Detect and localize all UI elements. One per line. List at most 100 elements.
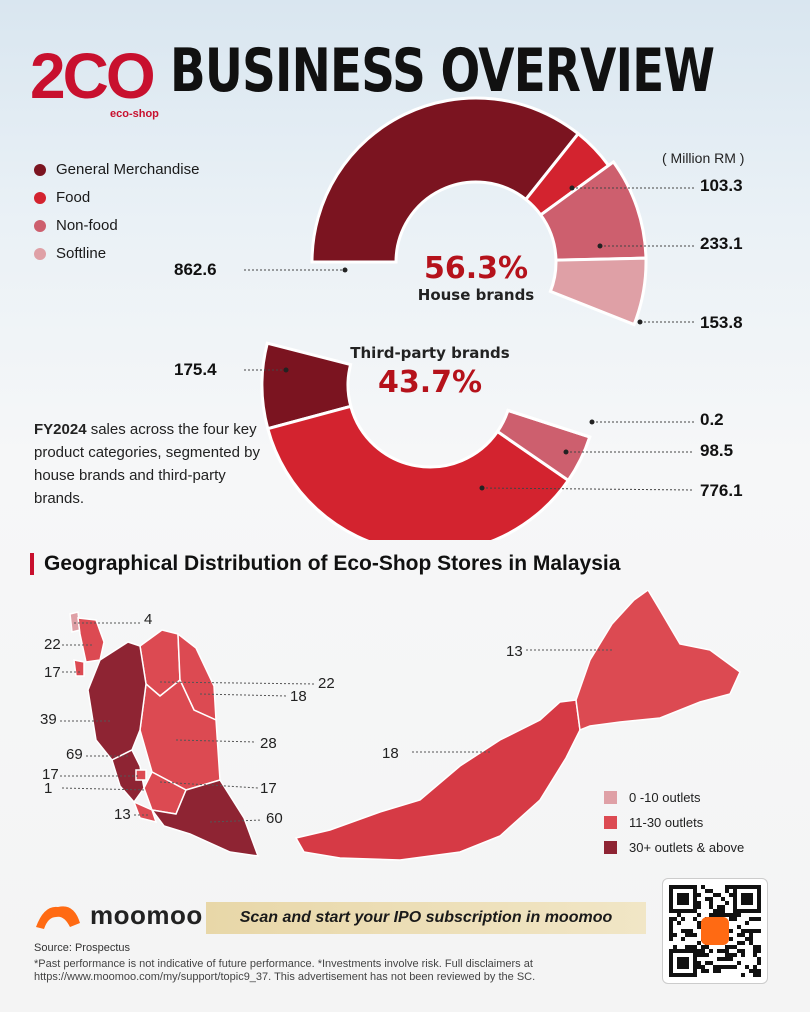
region-pahang: [139, 678, 221, 791]
qr-module: [737, 909, 741, 913]
disclaimer: *Past performance is not indicative of f…: [34, 958, 536, 983]
qr-module: [705, 889, 709, 893]
legend-swatch: [604, 841, 617, 854]
count-sarawak: 18: [382, 745, 399, 762]
slice-third-general-merchandise: [260, 341, 353, 431]
value-house-non-food: 233.1: [700, 234, 743, 253]
qr-module: [713, 909, 717, 913]
qr-module: [681, 949, 685, 953]
qr-module: [681, 961, 685, 965]
qr-module: [749, 929, 753, 933]
qr-module: [749, 885, 753, 889]
qr-module: [725, 945, 729, 949]
count-terengganu: 18: [290, 688, 307, 705]
qr-module: [749, 901, 753, 905]
qr-module: [709, 897, 713, 901]
qr-code[interactable]: [662, 878, 768, 984]
qr-module: [681, 973, 685, 977]
qr-module: [757, 949, 761, 953]
qr-module: [681, 937, 685, 941]
qr-module: [697, 905, 701, 909]
qr-module: [721, 957, 725, 961]
count-selangor: 69: [66, 746, 83, 763]
qr-module: [693, 901, 697, 905]
qr-module: [733, 913, 737, 917]
qr-module: [673, 909, 677, 913]
qr-module: [685, 957, 689, 961]
qr-module: [741, 909, 745, 913]
qr-module: [745, 885, 749, 889]
leader-dot: [479, 485, 485, 491]
third-party-percent: 43.7%: [378, 365, 482, 400]
qr-module: [757, 901, 761, 905]
qr-module: [693, 965, 697, 969]
qr-module: [709, 949, 713, 953]
malaysia-map: [60, 590, 741, 861]
map-legend-low: 0 -10 outlets: [604, 790, 701, 805]
leader-dot: [283, 367, 289, 373]
leader-dot: [637, 319, 643, 325]
qr-module: [741, 933, 745, 937]
qr-module: [693, 897, 697, 901]
qr-module: [733, 905, 737, 909]
house-brands-label: House brands: [418, 286, 535, 304]
qr-module: [685, 949, 689, 953]
qr-module: [669, 909, 673, 913]
qr-module: [685, 945, 689, 949]
legend-label: 11-30 outlets: [629, 815, 704, 830]
qr-module: [737, 885, 741, 889]
slice-house-general-merchandise: [310, 96, 581, 264]
qr-module: [693, 909, 697, 913]
qr-module: [697, 941, 701, 945]
region-sarawak: [294, 699, 581, 861]
qr-module: [749, 969, 753, 973]
region-melaka: [132, 800, 158, 824]
qr-module: [733, 885, 737, 889]
qr-module: [681, 909, 685, 913]
geo-title-text: Geographical Distribution of Eco-Shop St…: [44, 552, 621, 575]
qr-module: [689, 929, 693, 933]
qr-module: [669, 961, 673, 965]
description-text: sales across the four key product catego…: [34, 421, 260, 507]
legend-non-food: Non-food: [34, 217, 118, 234]
legend-label: Softline: [56, 245, 107, 262]
qr-module: [753, 949, 757, 953]
legend-swatch: [604, 816, 617, 829]
ipo-cta-banner[interactable]: Scan and start your IPO subscription in …: [206, 902, 646, 934]
qr-module: [717, 949, 721, 953]
qr-module: [697, 893, 701, 897]
legend-label: 0 -10 outlets: [629, 790, 701, 805]
source-note: Source: Prospectus: [34, 942, 130, 954]
qr-module: [705, 961, 709, 965]
qr-module: [681, 957, 685, 961]
qr-module: [725, 913, 729, 917]
qr-module: [749, 941, 753, 945]
count-putrajaya: 1: [44, 780, 53, 797]
qr-module: [741, 941, 745, 945]
count-penang: 17: [44, 664, 61, 681]
qr-module: [705, 953, 709, 957]
qr-module: [725, 885, 729, 889]
qr-module: [681, 885, 685, 889]
qr-module: [729, 885, 733, 889]
qr-module: [693, 969, 697, 973]
qr-module: [729, 937, 733, 941]
legend-swatch: [34, 219, 46, 232]
value-third-non-food: 98.5: [700, 441, 734, 460]
qr-module: [685, 973, 689, 977]
qr-module: [733, 965, 737, 969]
value-house-softline: 153.8: [700, 313, 743, 332]
qr-module: [685, 885, 689, 889]
qr-module: [737, 925, 741, 929]
logo-subtext: eco-shop: [110, 108, 159, 120]
qr-module: [757, 961, 761, 965]
count-perlis: 4: [144, 611, 153, 628]
qr-module: [713, 969, 717, 973]
qr-module: [697, 901, 701, 905]
qr-module: [709, 961, 713, 965]
count-kedah: 22: [44, 636, 61, 653]
region-sabah: [575, 590, 741, 732]
value-third-food: 776.1: [700, 481, 743, 500]
slice-third-non-food: [495, 408, 592, 483]
slice-third-softline: [506, 408, 592, 439]
